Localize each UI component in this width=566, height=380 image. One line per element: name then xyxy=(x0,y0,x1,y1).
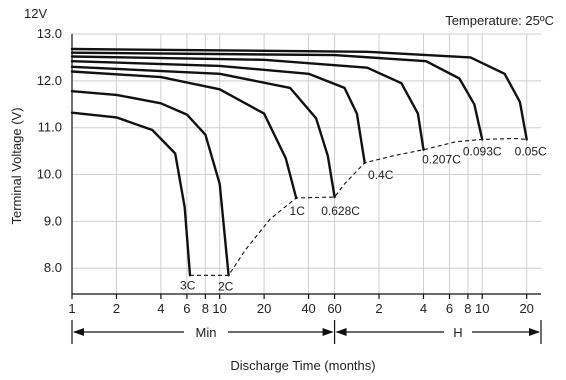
curve-label: 0.093C xyxy=(463,144,502,158)
discharge-curve xyxy=(70,47,528,141)
curve-label: 0.4C xyxy=(368,168,394,182)
discharge-curve xyxy=(70,55,425,151)
y-tick-label: 12.0 xyxy=(37,73,62,88)
curve-label: 0.207C xyxy=(422,153,461,167)
discharge-curve xyxy=(70,111,192,277)
x-tick-label: 2 xyxy=(113,301,120,316)
x-tick-label: 40 xyxy=(301,301,315,316)
discharge-curve xyxy=(70,65,336,199)
y-tick-label: 10.0 xyxy=(37,167,62,182)
x-tick-label: 10 xyxy=(475,301,489,316)
y-tick-label: 13.0 xyxy=(37,26,62,41)
y-tick-label: 9.0 xyxy=(44,213,62,228)
discharge-curve xyxy=(70,60,366,164)
y-tick-label: 8.0 xyxy=(44,260,62,275)
discharge-curve xyxy=(70,70,298,200)
x-tick-label: 8 xyxy=(464,301,471,316)
x-tick-label: 6 xyxy=(183,301,190,316)
curve-label: 3C xyxy=(180,278,196,292)
discharge-curve xyxy=(70,90,230,277)
arrow-head-left xyxy=(73,328,84,336)
range-label-min: Min xyxy=(196,325,217,340)
x-tick-label: 2 xyxy=(375,301,382,316)
x-tick-label: 6 xyxy=(446,301,453,316)
x-tick-label: 10 xyxy=(212,301,226,316)
temperature-annotation: Temperature: 25ºC xyxy=(445,13,554,28)
arrow-head-hour-start xyxy=(335,328,347,336)
end-voltage-envelope xyxy=(190,137,527,276)
y-tick-label: 11.0 xyxy=(38,120,62,135)
x-tick-label: 1 xyxy=(68,301,75,316)
y-unit-label: 12V xyxy=(24,6,47,21)
range-label-hours: H xyxy=(453,325,462,340)
x-tick-label: 8 xyxy=(202,301,209,316)
arrow-head-min-end xyxy=(322,328,334,336)
arrow-head-right xyxy=(529,328,540,336)
x-tick-label: 60 xyxy=(327,301,341,316)
curve-label: 0.05C xyxy=(515,144,547,158)
curve-label: 0.628C xyxy=(321,204,360,218)
x-tick-label: 20 xyxy=(519,301,533,316)
y-axis-title: Terminal Voltage (V) xyxy=(9,107,24,224)
x-tick-label: 4 xyxy=(420,301,427,316)
x-axis-title: Discharge Time (months) xyxy=(230,358,375,373)
curve-label: 1C xyxy=(290,204,306,218)
x-tick-label: 4 xyxy=(157,301,164,316)
x-tick-label: 20 xyxy=(257,301,271,316)
curve-label: 2C xyxy=(218,279,234,293)
discharge-curve xyxy=(70,51,484,141)
